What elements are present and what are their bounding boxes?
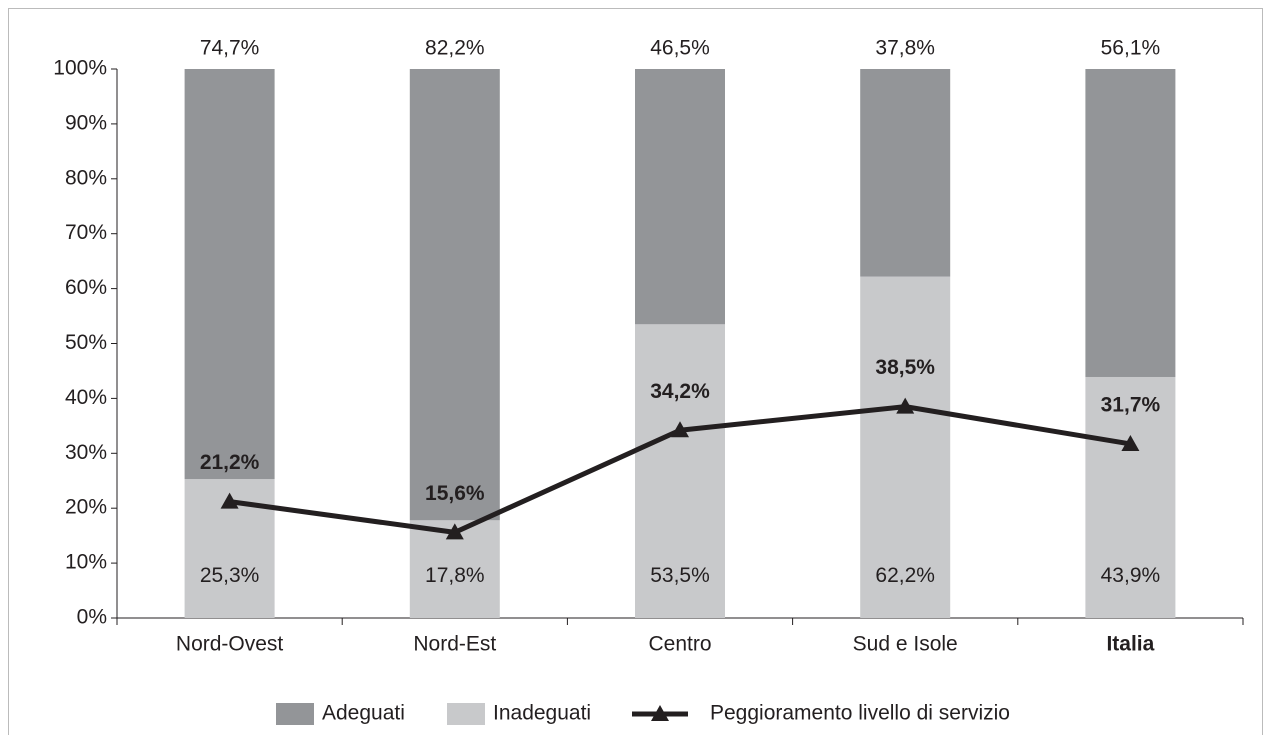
bar-segment [635, 69, 725, 325]
y-tick-label: 30% [65, 441, 107, 464]
y-tick-label: 10% [65, 551, 107, 574]
data-label: 56,1% [1101, 37, 1161, 60]
y-tick-label: 0% [77, 606, 107, 629]
legend-swatch [276, 703, 314, 725]
bar-segment [1085, 69, 1176, 377]
data-label: 25,3% [200, 564, 260, 587]
data-label: 37,8% [875, 37, 935, 60]
data-label: 31,7% [1101, 394, 1161, 417]
frame [8, 8, 1263, 735]
y-tick-label: 70% [65, 221, 107, 244]
bar-segment [1085, 376, 1176, 618]
y-tick-label: 80% [65, 166, 107, 189]
data-label: 21,2% [200, 451, 260, 474]
data-label: 62,2% [875, 564, 935, 587]
data-label: 15,6% [425, 482, 485, 505]
y-tick-label: 50% [65, 331, 107, 354]
data-label: 74,7% [200, 37, 260, 60]
data-label: 46,5% [650, 37, 710, 60]
legend-label: Adeguati [322, 702, 405, 725]
y-tick-label: 40% [65, 386, 107, 409]
legend-label: Inadeguati [493, 702, 591, 725]
data-label: 43,9% [1101, 564, 1161, 587]
x-tick-label: Italia [1106, 633, 1154, 656]
line-marker [671, 421, 689, 438]
y-tick-label: 60% [65, 276, 107, 299]
bar-segment [409, 69, 500, 521]
x-tick-label: Nord-Est [413, 633, 496, 656]
legend-swatch [447, 703, 485, 725]
data-label: 17,8% [425, 564, 485, 587]
line-marker [896, 397, 915, 414]
y-tick-label: 90% [65, 111, 107, 134]
legend-marker [651, 705, 669, 721]
x-tick-label: Sud e Isole [853, 633, 958, 656]
y-tick-label: 20% [65, 496, 107, 519]
line-marker [220, 492, 239, 509]
x-tick-label: Nord-Ovest [176, 633, 284, 656]
x-tick-label: Centro [648, 633, 711, 656]
data-label: 38,5% [875, 356, 935, 379]
data-label: 34,2% [650, 380, 710, 403]
bar-segment [860, 69, 951, 277]
y-tick-label: 100% [53, 57, 107, 80]
line-marker [1121, 434, 1140, 451]
bar-segment [635, 324, 725, 618]
line-marker [445, 523, 464, 540]
bar-segment [860, 276, 951, 618]
data-label: 53,5% [650, 564, 710, 587]
data-label: 82,2% [425, 37, 485, 60]
legend-label: Peggioramento livello di servizio [710, 702, 1010, 725]
bar-segment [184, 69, 275, 480]
